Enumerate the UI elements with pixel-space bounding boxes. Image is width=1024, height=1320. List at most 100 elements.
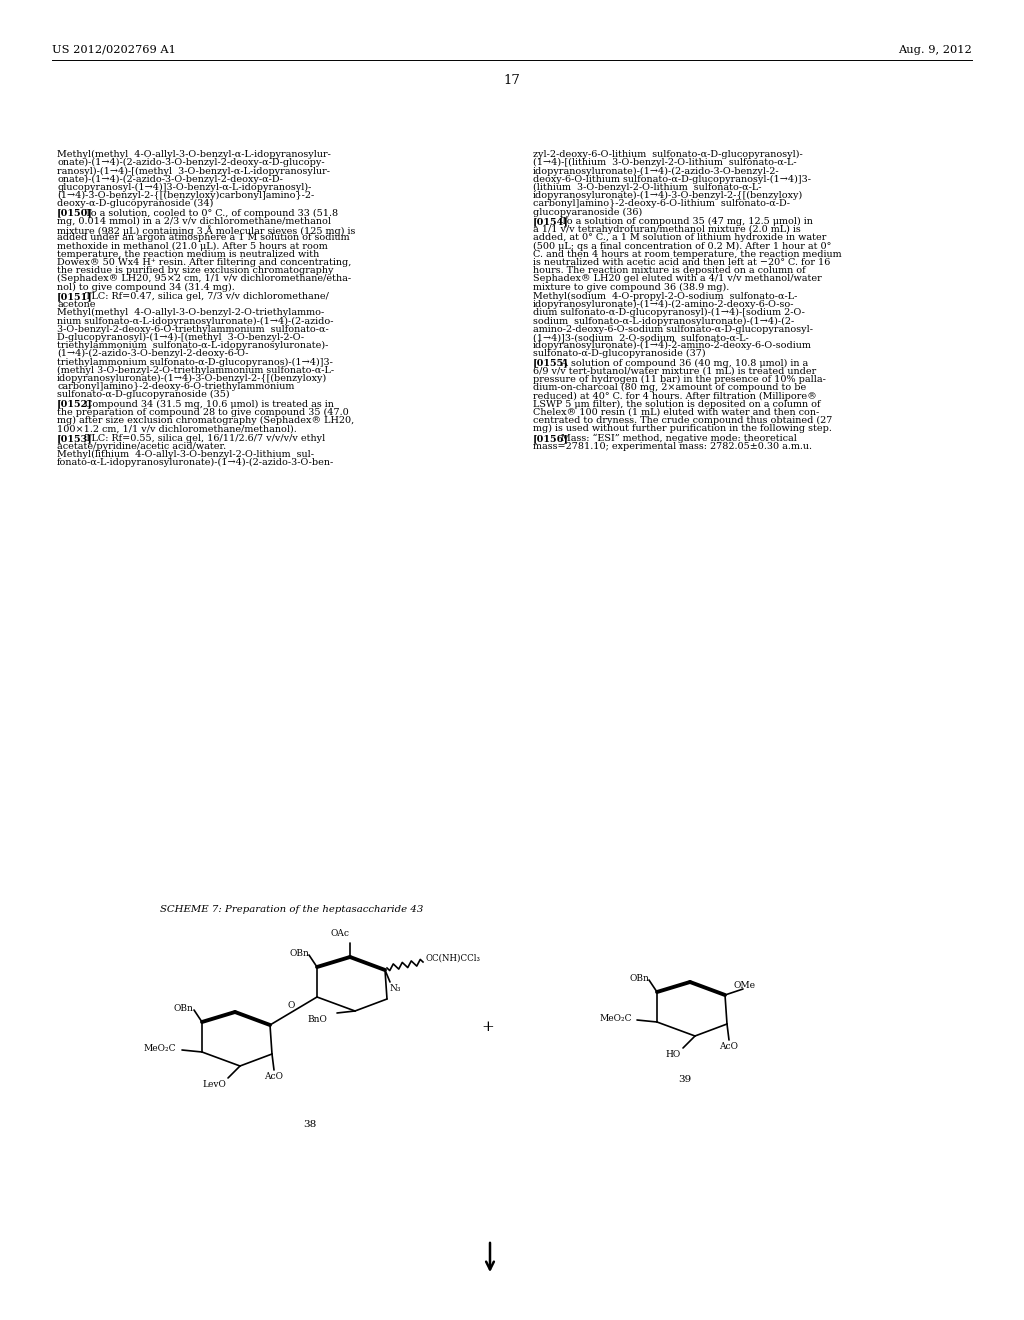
Text: mg, 0.014 mmol) in a 2/3 v/v dichloromethane/methanol: mg, 0.014 mmol) in a 2/3 v/v dichloromet… [57, 216, 331, 226]
Text: temperature, the reaction medium is neutralized with: temperature, the reaction medium is neut… [57, 249, 319, 259]
Text: nium sulfonato-α-L-idopyranosyluronate)-(1→4)-(2-azido-: nium sulfonato-α-L-idopyranosyluronate)-… [57, 317, 334, 326]
Text: OBn: OBn [629, 974, 649, 983]
Text: MeO₂C: MeO₂C [144, 1044, 176, 1053]
Text: [0152]: [0152] [57, 400, 93, 409]
Text: onate)-(1→4)-(2-azido-3-O-benzyl-2-deoxy-α-D-glucopy-: onate)-(1→4)-(2-azido-3-O-benzyl-2-deoxy… [57, 158, 325, 168]
Text: OC(NH)CCl₃: OC(NH)CCl₃ [425, 954, 480, 964]
Text: (Sephadex® LH20, 95×2 cm, 1/1 v/v dichloromethane/etha-: (Sephadex® LH20, 95×2 cm, 1/1 v/v dichlo… [57, 275, 351, 284]
Text: (1→4)-(2-azido-3-O-benzyl-2-deoxy-6-O-: (1→4)-(2-azido-3-O-benzyl-2-deoxy-6-O- [57, 350, 249, 359]
Text: triethylammonium  sulfonato-α-L-idopyranosyluronate)-: triethylammonium sulfonato-α-L-idopyrano… [57, 341, 329, 350]
Text: (1→4)]3-(sodium  2-O-sodium  sulfonato-α-L-: (1→4)]3-(sodium 2-O-sodium sulfonato-α-L… [534, 333, 749, 342]
Text: BnO: BnO [307, 1015, 327, 1024]
Text: fonato-α-L-idopyranosyluronate)-(1→4)-(2-azido-3-O-ben-: fonato-α-L-idopyranosyluronate)-(1→4)-(2… [57, 458, 334, 467]
Text: [0151]: [0151] [57, 292, 93, 301]
Text: US 2012/0202769 A1: US 2012/0202769 A1 [52, 45, 176, 55]
Text: a 1/1 v/v tetrahydrofuran/methanol mixture (2.0 mL) is: a 1/1 v/v tetrahydrofuran/methanol mixtu… [534, 224, 801, 234]
Text: OBn: OBn [174, 1005, 194, 1012]
Text: sulfonato-α-D-glucopyranoside (35): sulfonato-α-D-glucopyranoside (35) [57, 391, 229, 400]
Text: A solution of compound 36 (40 mg, 10.8 μmol) in a: A solution of compound 36 (40 mg, 10.8 μ… [555, 359, 808, 368]
Text: +: + [481, 1020, 495, 1034]
Text: Dowex® 50 Wx4 H⁺ resin. After filtering and concentrating,: Dowex® 50 Wx4 H⁺ resin. After filtering … [57, 257, 351, 267]
Text: mixture (982 μL) containing 3 Å molecular sieves (125 mg) is: mixture (982 μL) containing 3 Å molecula… [57, 224, 355, 236]
Text: Chelex® 100 resin (1 mL) eluted with water and then con-: Chelex® 100 resin (1 mL) eluted with wat… [534, 408, 819, 417]
Text: Compound 34 (31.5 mg, 10.6 μmol) is treated as in: Compound 34 (31.5 mg, 10.6 μmol) is trea… [79, 400, 334, 409]
Text: sodium  sulfonato-α-L-idopyranosyluronate)-(1→4)-(2-: sodium sulfonato-α-L-idopyranosyluronate… [534, 317, 795, 326]
Text: TLC: Rf=0.55, silica gel, 16/11/2.6/7 v/v/v/v ethyl: TLC: Rf=0.55, silica gel, 16/11/2.6/7 v/… [79, 434, 325, 442]
Text: hours. The reaction mixture is deposited on a column of: hours. The reaction mixture is deposited… [534, 267, 806, 275]
Text: zyl-2-deoxy-6-O-lithium  sulfonato-α-D-glucopyranosyl)-: zyl-2-deoxy-6-O-lithium sulfonato-α-D-gl… [534, 150, 803, 160]
Text: added, at 0° C., a 1 M solution of lithium hydroxide in water: added, at 0° C., a 1 M solution of lithi… [534, 234, 826, 243]
Text: dium-on-charcoal (80 mg, 2×amount of compound to be: dium-on-charcoal (80 mg, 2×amount of com… [534, 383, 806, 392]
Text: deoxy-6-O-lithium sulfonato-α-D-glucopyranosyl-(1→4)]3-: deoxy-6-O-lithium sulfonato-α-D-glucopyr… [534, 174, 811, 183]
Text: idopyranosyluronate)-(1→4)-2-amino-2-deoxy-6-O-sodium: idopyranosyluronate)-(1→4)-2-amino-2-deo… [534, 341, 812, 350]
Text: LSWP 5 μm filter), the solution is deposited on a column of: LSWP 5 μm filter), the solution is depos… [534, 400, 820, 409]
Text: idopyranosyluronate)-(1→4)-3-O-benzyl-2-{[(benzyloxy): idopyranosyluronate)-(1→4)-3-O-benzyl-2-… [57, 374, 328, 383]
Text: Methyl(methyl  4-O-allyl-3-O-benzyl-α-L-idopyranosylur-: Methyl(methyl 4-O-allyl-3-O-benzyl-α-L-i… [57, 150, 331, 160]
Text: 3-O-benzyl-2-deoxy-6-O-triethylammonium  sulfonato-α-: 3-O-benzyl-2-deoxy-6-O-triethylammonium … [57, 325, 329, 334]
Text: dium sulfonato-α-D-glucopyranosyl)-(1→4)-[sodium 2-O-: dium sulfonato-α-D-glucopyranosyl)-(1→4)… [534, 309, 805, 317]
Text: the residue is purified by size exclusion chromatography: the residue is purified by size exclusio… [57, 267, 334, 275]
Text: (1→4)-[(lithium  3-O-benzyl-2-O-lithium  sulfonato-α-L-: (1→4)-[(lithium 3-O-benzyl-2-O-lithium s… [534, 158, 797, 168]
Text: centrated to dryness. The crude compound thus obtained (27: centrated to dryness. The crude compound… [534, 416, 833, 425]
Text: onate)-(1→4)-(2-azido-3-O-benzyl-2-deoxy-α-D-: onate)-(1→4)-(2-azido-3-O-benzyl-2-deoxy… [57, 174, 283, 183]
Text: Mass: “ESI” method, negative mode: theoretical: Mass: “ESI” method, negative mode: theor… [555, 434, 797, 444]
Text: Methyl(lithium  4-O-allyl-3-O-benzyl-2-O-lithium  sul-: Methyl(lithium 4-O-allyl-3-O-benzyl-2-O-… [57, 450, 314, 459]
Text: [0156]: [0156] [534, 434, 569, 442]
Text: the preparation of compound 28 to give compound 35 (47.0: the preparation of compound 28 to give c… [57, 408, 349, 417]
Text: reduced) at 40° C. for 4 hours. After filtration (Millipore®: reduced) at 40° C. for 4 hours. After fi… [534, 392, 817, 401]
Text: mass=2781.10; experimental mass: 2782.05±0.30 a.m.u.: mass=2781.10; experimental mass: 2782.05… [534, 442, 812, 451]
Text: amino-2-deoxy-6-O-sodium sulfonato-α-D-glucopyranosyl-: amino-2-deoxy-6-O-sodium sulfonato-α-D-g… [534, 325, 813, 334]
Text: C. and then 4 hours at room temperature, the reaction medium: C. and then 4 hours at room temperature,… [534, 249, 842, 259]
Text: AcO: AcO [719, 1041, 738, 1051]
Text: glucopyranosyl-(1→4)]3-O-benzyl-α-L-idopyranosyl)-: glucopyranosyl-(1→4)]3-O-benzyl-α-L-idop… [57, 182, 311, 191]
Text: 6/9 v/v tert-butanol/water mixture (1 mL) is treated under: 6/9 v/v tert-butanol/water mixture (1 mL… [534, 367, 816, 376]
Text: [0154]: [0154] [534, 216, 569, 226]
Text: To a solution of compound 35 (47 mg, 12.5 μmol) in: To a solution of compound 35 (47 mg, 12.… [555, 216, 813, 226]
Text: LevO: LevO [202, 1080, 226, 1089]
Text: OBn: OBn [289, 949, 309, 958]
Text: mixture to give compound 36 (38.9 mg).: mixture to give compound 36 (38.9 mg). [534, 282, 729, 292]
Text: mg) is used without further purification in the following step.: mg) is used without further purification… [534, 424, 831, 433]
Text: ranosyl)-(1→4)-[(methyl  3-O-benzyl-α-L-idopyranosylur-: ranosyl)-(1→4)-[(methyl 3-O-benzyl-α-L-i… [57, 166, 330, 176]
Text: glucopyaranoside (36): glucopyaranoside (36) [534, 207, 642, 216]
Text: OMe: OMe [733, 981, 755, 990]
Text: To a solution, cooled to 0° C., of compound 33 (51.8: To a solution, cooled to 0° C., of compo… [79, 209, 338, 218]
Text: (methyl 3-O-benzyl-2-O-triethylammonium sulfonato-α-L-: (methyl 3-O-benzyl-2-O-triethylammonium … [57, 366, 334, 375]
Text: deoxy-α-D-glucopyranoside (34): deoxy-α-D-glucopyranoside (34) [57, 199, 213, 209]
Text: 100×1.2 cm, 1/1 v/v dichloromethane/methanol).: 100×1.2 cm, 1/1 v/v dichloromethane/meth… [57, 424, 297, 433]
Text: MeO₂C: MeO₂C [599, 1014, 632, 1023]
Text: AcO: AcO [264, 1072, 283, 1081]
Text: sulfonato-α-D-glucopyranoside (37): sulfonato-α-D-glucopyranoside (37) [534, 350, 706, 359]
Text: 38: 38 [303, 1119, 316, 1129]
Text: TLC: Rf=0.47, silica gel, 7/3 v/v dichloromethane/: TLC: Rf=0.47, silica gel, 7/3 v/v dichlo… [79, 292, 329, 301]
Text: D-glucopyranosyl)-(1→4)-[(methyl  3-O-benzyl-2-O-: D-glucopyranosyl)-(1→4)-[(methyl 3-O-ben… [57, 333, 304, 342]
Text: (1→4)-3-O-benzyl-2-{[(benzyloxy)carbonyl]amino}-2-: (1→4)-3-O-benzyl-2-{[(benzyloxy)carbonyl… [57, 191, 314, 201]
Text: idopyranosyluronate)-(1→4)-3-O-benzyl-2-{[(benzyloxy): idopyranosyluronate)-(1→4)-3-O-benzyl-2-… [534, 191, 803, 201]
Text: [0153]: [0153] [57, 434, 93, 442]
Text: idopyranosyluronate)-(1→4)-(2-amino-2-deoxy-6-O-so-: idopyranosyluronate)-(1→4)-(2-amino-2-de… [534, 300, 795, 309]
Text: [0150]: [0150] [57, 209, 93, 218]
Text: O: O [288, 1001, 295, 1010]
Text: carbonyl]amino}-2-deoxy-6-O-lithium  sulfonato-α-D-: carbonyl]amino}-2-deoxy-6-O-lithium sulf… [534, 199, 790, 209]
Text: pressure of hydrogen (11 bar) in the presence of 10% palla-: pressure of hydrogen (11 bar) in the pre… [534, 375, 826, 384]
Text: 39: 39 [678, 1074, 691, 1084]
Text: Methyl(methyl  4-O-allyl-3-O-benzyl-2-O-triethylammo-: Methyl(methyl 4-O-allyl-3-O-benzyl-2-O-t… [57, 309, 325, 317]
Text: (500 μL; qs a final concentration of 0.2 M). After 1 hour at 0°: (500 μL; qs a final concentration of 0.2… [534, 242, 831, 251]
Text: Sephadex® LH20 gel eluted with a 4/1 v/v methanol/water: Sephadex® LH20 gel eluted with a 4/1 v/v… [534, 275, 821, 284]
Text: [0155]: [0155] [534, 359, 568, 368]
Text: carbonyl]amino}-2-deoxy-6-O-triethylammonium: carbonyl]amino}-2-deoxy-6-O-triethylammo… [57, 381, 294, 391]
Text: is neutralized with acetic acid and then left at −20° C. for 16: is neutralized with acetic acid and then… [534, 257, 830, 267]
Text: OAc: OAc [331, 929, 349, 939]
Text: (lithium  3-O-benzyl-2-O-lithium  sulfonato-α-L-: (lithium 3-O-benzyl-2-O-lithium sulfonat… [534, 182, 762, 191]
Text: acetate/pyridine/acetic acid/water.: acetate/pyridine/acetic acid/water. [57, 442, 226, 451]
Text: Aug. 9, 2012: Aug. 9, 2012 [898, 45, 972, 55]
Text: nol) to give compound 34 (31.4 mg).: nol) to give compound 34 (31.4 mg). [57, 282, 234, 292]
Text: 17: 17 [504, 74, 520, 87]
Text: N₃: N₃ [390, 983, 401, 993]
Text: methoxide in methanol (21.0 μL). After 5 hours at room: methoxide in methanol (21.0 μL). After 5… [57, 242, 328, 251]
Text: SCHEME 7: Preparation of the heptasaccharide 43: SCHEME 7: Preparation of the heptasaccha… [160, 906, 423, 913]
Text: Methyl(sodium  4-O-propyl-2-O-sodium  sulfonato-α-L-: Methyl(sodium 4-O-propyl-2-O-sodium sulf… [534, 292, 798, 301]
Text: triethylammonium sulfonato-α-D-glucopyranos)-(1→4)]3-: triethylammonium sulfonato-α-D-glucopyra… [57, 358, 333, 367]
Text: HO: HO [665, 1049, 680, 1059]
Text: acetone: acetone [57, 300, 95, 309]
